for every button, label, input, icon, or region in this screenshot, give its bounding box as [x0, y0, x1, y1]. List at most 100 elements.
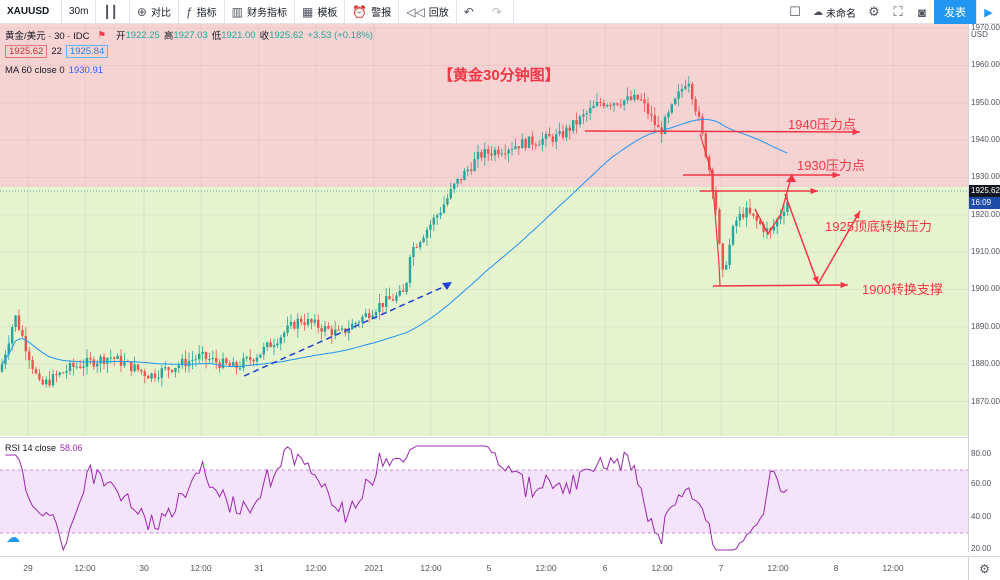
time-label: 30 [139, 563, 149, 573]
toolbar-right: ☐ ☁ 未命名 ⚙ ⛶ ◙ 发表 ▶ [783, 0, 1000, 24]
redo-button[interactable]: ↷ [485, 0, 514, 24]
price-label: 1920.00 [971, 209, 1000, 219]
indicators-button[interactable]: ƒ 指标 [179, 0, 225, 24]
rsi-chart[interactable] [0, 438, 968, 552]
alarm-icon: ⏰ [352, 4, 368, 19]
gear-icon: ⚙ [868, 4, 880, 19]
time-label: 6 [602, 563, 608, 573]
legend-close: 1925.62 [269, 29, 304, 41]
price-label: 1910.00 [971, 247, 1000, 257]
price-label: 1970.00 [971, 23, 1000, 32]
replay-label: 回放 [428, 8, 449, 19]
indicators-label: 指标 [196, 8, 217, 19]
price-label: 1900.00 [971, 284, 1000, 294]
legend-flag-icon: ⚑ [97, 29, 106, 41]
legend-high-label: 高 [163, 31, 174, 42]
legend-low: 1921.00 [221, 29, 256, 41]
time-label: 12:00 [767, 563, 789, 573]
time-label: 12:00 [74, 563, 96, 573]
time-axis[interactable]: 29 12:00 30 12:00 31 12:00 2021 12:00 5 12:00 6 12:… [0, 556, 968, 580]
annotation-1930: 1930压力点 [797, 158, 865, 173]
price-label: 1880.00 [971, 359, 1000, 369]
ma-legend-label: MA 60 close 0 [5, 65, 65, 76]
templates-button[interactable]: ▦ 模板 [295, 0, 346, 24]
symbol-search[interactable]: XAUUSD [0, 0, 62, 24]
main-chart-pane[interactable]: 黄金/美元 · 30 · IDC ⚑ 开 1922.25 高 1927.03 低 19… [0, 24, 968, 436]
rsi-pane[interactable]: RSI 14 close 58.06 ☁ [0, 437, 968, 552]
symbol-label: XAUUSD [7, 6, 50, 17]
annotation-1925: 1925顶底转换压力 [825, 219, 932, 234]
publish-label: 发表 [944, 7, 966, 19]
price-axis[interactable]: USD 1970.00 1960.00 1950.00 1940.00 1930.00 1… [968, 23, 1000, 553]
alert-button[interactable]: ⏰ 警报 [345, 0, 400, 24]
rsi-legend[interactable]: RSI 14 close 58.06 [5, 443, 83, 453]
time-label: 8 [833, 563, 839, 573]
price-label: 1950.00 [971, 97, 1000, 107]
candle-icon: ┃┃ [103, 4, 118, 19]
bar-chart-icon: ▥ [231, 4, 243, 19]
price-label: 1960.00 [971, 60, 1000, 70]
time-label: 29 [23, 563, 33, 573]
time-label: 12:00 [882, 563, 904, 573]
rsi-level-label: 40.00 [971, 512, 992, 521]
legend-open-label: 开 [115, 31, 126, 42]
price-label: 1930.00 [971, 172, 1000, 182]
snapshot-button[interactable]: ◙ [910, 0, 934, 24]
compare-label: 对比 [150, 8, 171, 19]
rsi-level-label: 20.00 [971, 544, 992, 553]
redo-icon: ↷ [491, 4, 502, 19]
legend-row-2: 1925.62 22 1925.84 [5, 45, 112, 58]
alert-label: 警报 [371, 8, 392, 19]
bar-countdown-tag: 16:09 [969, 197, 1000, 209]
time-label: 5 [486, 563, 492, 573]
time-label: 2021 [364, 563, 384, 573]
bid-price-box[interactable]: 1925.62 [5, 45, 48, 58]
cloud-icon: ☁ [813, 6, 823, 18]
layout-name-label: 未命名 [826, 8, 856, 20]
financials-label: 财务指标 [247, 8, 287, 19]
price-label: 1870.00 [971, 396, 1000, 406]
plus-circle-icon: ⊕ [136, 4, 147, 19]
top-toolbar: XAUUSD 30m ┃┃ ⊕ 对比 ƒ 指标 ▥ 财务指标 ▦ 模板 ⏰ 警报 ◁◁ 回放… [0, 0, 1000, 24]
fx-icon: ƒ [185, 4, 193, 19]
interval-button[interactable]: 30m [62, 0, 97, 24]
layout-square-button[interactable]: ☐ [783, 0, 807, 24]
legend-row-1: 黄金/美元 · 30 · IDC ⚑ 开 1922.25 高 1927.03 低 19… [5, 28, 373, 43]
settings-button[interactable]: ⚙ [862, 0, 886, 24]
support-zone [0, 187, 968, 436]
square-icon: ☐ [789, 4, 801, 19]
rsi-legend-label: RSI 14 close [5, 443, 57, 453]
gear-icon: ⚙ [979, 561, 990, 576]
rsi-level-label: 60.00 [971, 479, 992, 488]
grid [0, 24, 968, 436]
chart-type-button[interactable]: ┃┃ [96, 0, 130, 24]
chart-title-annotation: 【黄金30分钟图】 [438, 67, 560, 84]
publish-button[interactable]: 发表 [934, 0, 976, 24]
fullscreen-button[interactable]: ⛶ [886, 0, 910, 24]
play-button[interactable]: ▶ [976, 0, 1000, 24]
ma-legend-value: 1930.91 [68, 65, 104, 76]
cloud-logo-icon: ☁ [6, 529, 20, 545]
interval-label: 30m [69, 6, 89, 17]
price-label: 1890.00 [971, 321, 1000, 331]
legend-change: +3.53 (+0.18%) [307, 29, 373, 41]
legend-symbol-name: 黄金/美元 · 30 · IDC [5, 31, 90, 42]
legend-low-label: 低 [211, 31, 222, 42]
compare-button[interactable]: ⊕ 对比 [130, 0, 179, 24]
layout-name-button[interactable]: ☁ 未命名 [807, 0, 862, 24]
currency-label: USD [971, 30, 988, 39]
play-icon: ▶ [984, 6, 993, 19]
resistance-zone [0, 24, 968, 187]
replay-button[interactable]: ◁◁ 回放 [399, 0, 457, 24]
ma-legend[interactable]: MA 60 close 0 1930.91 [5, 65, 103, 76]
ask-price-box[interactable]: 1925.84 [65, 45, 109, 58]
time-label: 12:00 [305, 563, 327, 573]
spread-value: 22 [51, 46, 62, 57]
undo-icon: ↶ [463, 4, 474, 19]
fullscreen-icon: ⛶ [893, 4, 903, 19]
undo-button[interactable]: ↶ [457, 0, 485, 24]
time-label: 12:00 [535, 563, 557, 573]
financials-button[interactable]: ▥ 财务指标 [225, 0, 295, 24]
axis-settings-button[interactable]: ⚙ [968, 556, 1000, 580]
price-chart[interactable] [0, 24, 968, 436]
